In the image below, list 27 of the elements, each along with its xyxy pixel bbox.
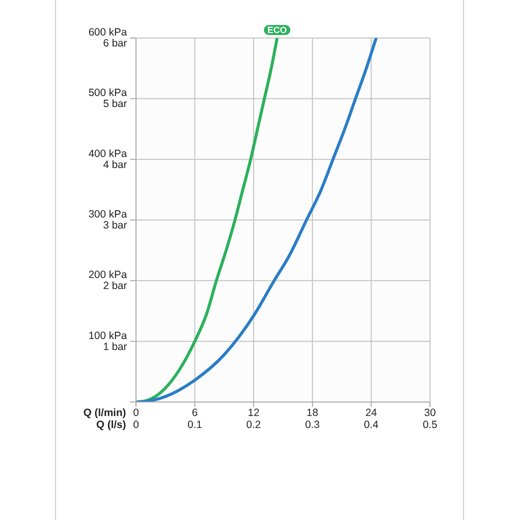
y2-tick-label: 5 bar — [103, 98, 128, 110]
y2-tick-label: 6 bar — [103, 38, 128, 50]
x2-tick-label: 0.3 — [305, 419, 320, 431]
y2-tick-label: 4 bar — [103, 158, 128, 171]
x-tick-label: 30 — [424, 407, 436, 419]
x2-axis-title: Q (l/s) — [96, 419, 126, 431]
y2-tick-label: 2 bar — [103, 280, 128, 292]
y2-tick-label: 3 bar — [103, 220, 128, 232]
y-tick-label: 400 kPa — [88, 148, 128, 160]
x-tick-label: 24 — [365, 407, 378, 419]
x-tick-label: 18 — [306, 407, 318, 419]
y-tick-label: 500 kPa — [88, 87, 128, 100]
x-tick-label: 0 — [133, 407, 140, 419]
x2-tick-label: 0.5 — [422, 419, 438, 431]
x-tick-label: 6 — [192, 407, 198, 419]
y-tick-label: 100 kPa — [88, 330, 128, 342]
y-tick-label: 300 kPa — [88, 208, 128, 220]
x-axis-title: Q (l/min) — [83, 407, 126, 419]
x2-tick-label: 0 — [133, 419, 140, 431]
series-label: ECO — [267, 25, 287, 35]
x2-tick-label: 0.2 — [246, 419, 262, 431]
y-tick-label: 200 kPa — [88, 269, 128, 282]
y2-tick-label: 1 bar — [103, 340, 128, 353]
x2-tick-label: 0.4 — [364, 419, 379, 431]
y-tick-label: 600 kPa — [88, 26, 128, 38]
x-tick-label: 12 — [248, 407, 260, 419]
x2-tick-label: 0.1 — [187, 419, 202, 431]
